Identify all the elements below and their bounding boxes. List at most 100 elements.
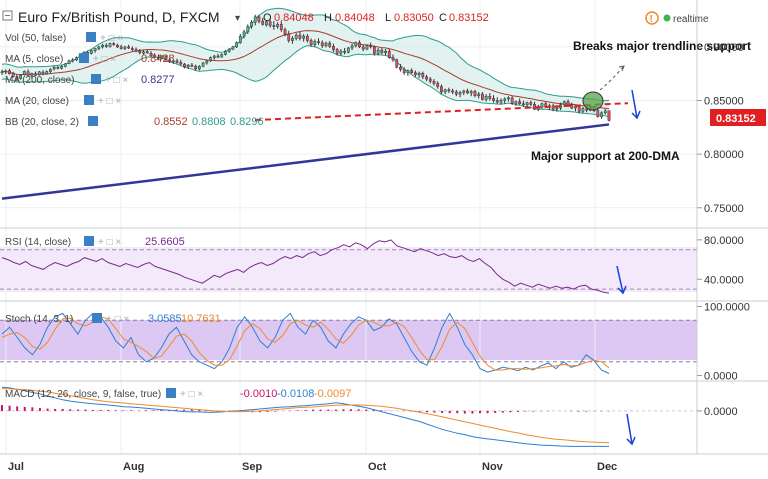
- settings-icon[interactable]: [84, 95, 94, 105]
- x-tick-label: Aug: [123, 461, 144, 473]
- candle: [276, 24, 279, 27]
- macd-line: [1, 386, 609, 447]
- macd-line-value: -0.0108: [277, 388, 314, 400]
- rsi-line: [1, 239, 610, 294]
- candle: [49, 69, 52, 72]
- candle: [201, 62, 205, 67]
- candle: [488, 95, 492, 99]
- candle: [328, 42, 332, 47]
- candle: [89, 50, 93, 54]
- candle: [451, 90, 454, 93]
- candle: [26, 71, 30, 76]
- svg-text:+ □ ×: + □ ×: [180, 389, 203, 400]
- settings-icon[interactable]: [79, 53, 89, 63]
- candle: [179, 62, 183, 65]
- settings-icon[interactable]: [84, 236, 94, 246]
- y-tick-label: 0.0000: [704, 371, 738, 383]
- candle: [518, 101, 522, 104]
- x-tick-label: Dec: [597, 461, 617, 473]
- candle: [313, 41, 317, 46]
- candle: [246, 26, 250, 33]
- candle: [521, 103, 525, 106]
- candle: [324, 42, 328, 47]
- legend-bb-value-3: 0.8296: [230, 116, 264, 128]
- candle: [4, 70, 8, 73]
- candle: [130, 48, 134, 50]
- candle: [168, 59, 171, 63]
- candle: [67, 60, 71, 64]
- macd-legend: MACD (12, 26, close, 9, false, true) + □…: [5, 388, 351, 400]
- candle: [253, 16, 257, 23]
- legend-vol: Vol (50, false): [5, 33, 66, 44]
- candle: [399, 67, 402, 70]
- candle: [372, 46, 376, 54]
- candle: [171, 60, 175, 63]
- candle: [317, 41, 320, 43]
- macd-hist-value: -0.0010: [240, 388, 277, 400]
- candle: [495, 100, 499, 103]
- rsi-band: [0, 247, 697, 292]
- candle: [268, 21, 272, 26]
- candle: [477, 93, 481, 96]
- ohlc-c-value: 0.83152: [449, 12, 489, 24]
- candle: [175, 60, 179, 63]
- candle: [447, 89, 451, 92]
- ohlc-l-key: L: [385, 12, 391, 24]
- candle: [320, 42, 324, 47]
- candle: [127, 46, 131, 49]
- candle: [380, 49, 384, 54]
- y-tick-label: 0.75000: [704, 203, 744, 215]
- breakout-circle: [582, 91, 604, 111]
- candle: [425, 76, 428, 80]
- price-tag: [710, 109, 766, 126]
- realtime-dot-icon: [663, 14, 671, 22]
- candle: [41, 71, 45, 75]
- x-axis-labels: Jul Aug Sep Oct Nov Dec: [8, 461, 617, 473]
- settings-icon[interactable]: [91, 74, 101, 84]
- candle: [458, 92, 462, 95]
- candle: [116, 45, 119, 48]
- candle: [104, 45, 108, 47]
- settings-icon[interactable]: [86, 32, 96, 42]
- candle: [343, 50, 346, 53]
- candle: [514, 101, 518, 104]
- ohlc-o-value: 0.84048: [274, 12, 314, 24]
- candle: [365, 45, 369, 50]
- candle: [149, 53, 153, 56]
- legend-ma20: MA (20, close): [5, 96, 69, 107]
- candle: [510, 97, 514, 104]
- svg-text:+ □ ×: + □ ×: [105, 75, 128, 86]
- bollinger-middle: [1, 30, 610, 110]
- candle: [52, 66, 56, 70]
- candle: [376, 49, 380, 54]
- candle: [101, 45, 104, 48]
- symbol-chevron-icon[interactable]: ▾: [235, 13, 240, 24]
- settings-icon[interactable]: [166, 388, 176, 398]
- stoch-k-line: [1, 312, 610, 374]
- rsi-legend: RSI (14, close) + □ × 25.6605: [5, 236, 185, 248]
- annotation-breaks-trendline: Breaks major trendline support: [573, 39, 751, 53]
- y-axis-ticks: 0.90000 0.85000 0.80000 0.75000 80.0000 40.00…: [697, 42, 750, 418]
- legend-bb-value-1: 0.8552: [154, 116, 188, 128]
- candle: [354, 42, 358, 47]
- candle: [272, 25, 276, 27]
- stoch-k-value: 3.0585: [148, 313, 182, 325]
- candle: [384, 50, 387, 54]
- candle: [555, 107, 559, 110]
- candle: [499, 100, 503, 103]
- breakout-arrow: [599, 66, 624, 91]
- candle: [335, 49, 339, 54]
- x-tick-label: Sep: [242, 461, 262, 473]
- candle: [153, 55, 157, 57]
- candle: [507, 97, 510, 100]
- candle: [22, 71, 26, 76]
- candle: [63, 63, 67, 67]
- settings-icon[interactable]: [88, 116, 98, 126]
- svg-text:+ □ ×: + □ ×: [100, 33, 123, 44]
- candle: [56, 67, 60, 69]
- info-icon[interactable]: [645, 11, 659, 25]
- candle: [216, 55, 220, 58]
- macd-title: MACD (12, 26, close, 9, false, true): [5, 389, 161, 400]
- settings-icon[interactable]: [92, 313, 102, 323]
